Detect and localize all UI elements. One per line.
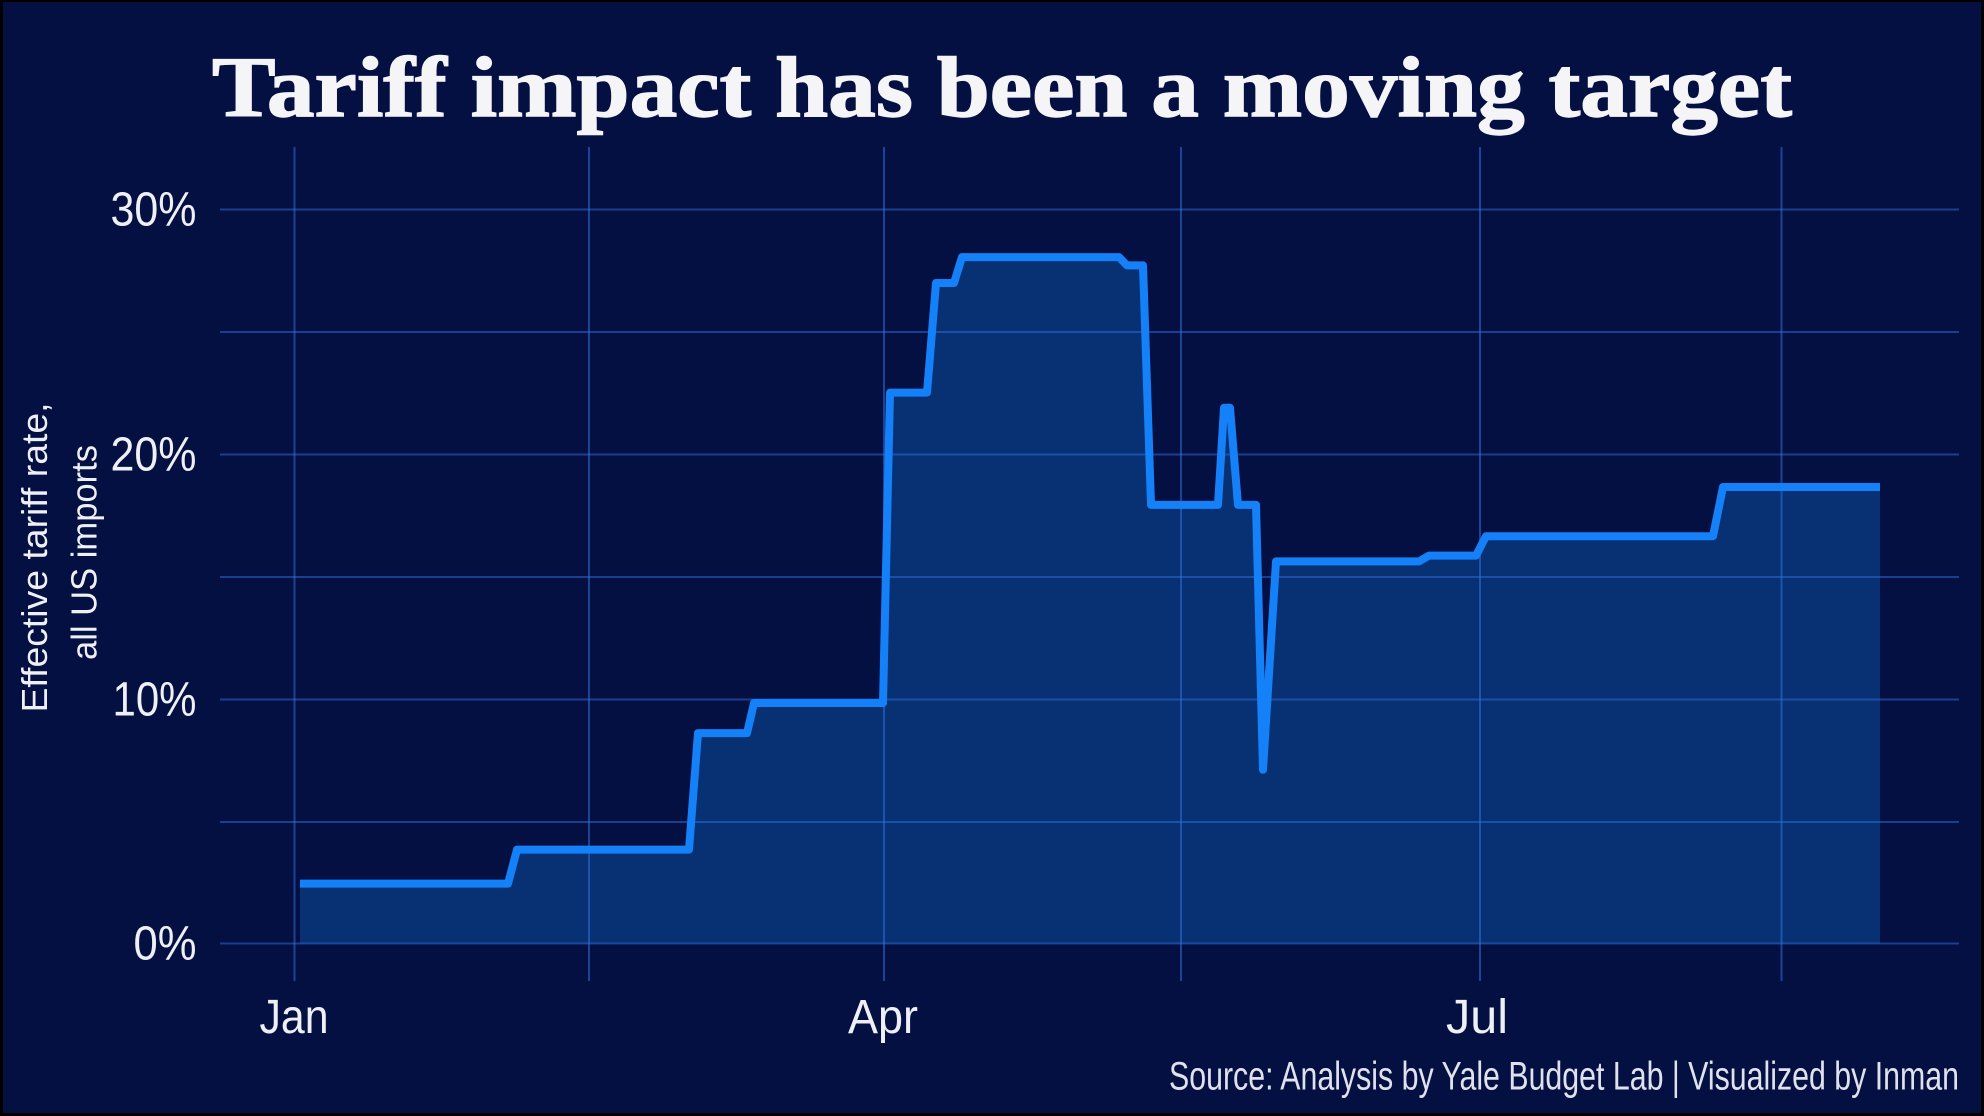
svg-text:Jul: Jul (1446, 991, 1508, 1044)
svg-text:30%: 30% (111, 184, 197, 237)
svg-text:Tariff impact has been a movin: Tariff impact has been a moving target (212, 39, 1792, 135)
svg-text:Effective tariff rate, all: Effective tariff rate, all US imports (14, 392, 105, 712)
svg-text:10%: 10% (113, 674, 197, 727)
svg-text:0%: 0% (134, 918, 197, 971)
svg-text:Source: Analysis by Yale Budge: Source: Analysis by Yale Budget Lab | Vi… (1169, 1055, 1959, 1099)
svg-text:20%: 20% (111, 429, 197, 482)
svg-text:Apr: Apr (848, 991, 918, 1044)
svg-text:Jan: Jan (260, 991, 329, 1044)
